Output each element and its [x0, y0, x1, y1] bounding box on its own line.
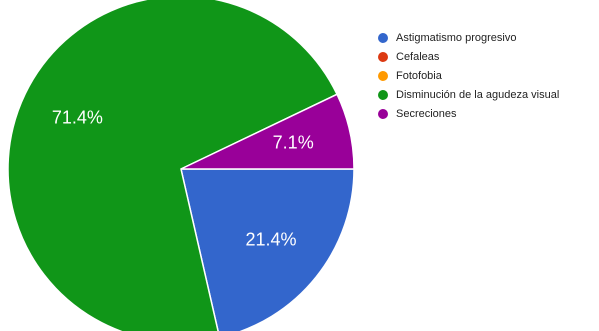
legend-marker	[378, 109, 388, 119]
legend-label: Cefaleas	[396, 51, 440, 63]
slice-label: 21.4%	[245, 229, 296, 249]
slice-label: 7.1%	[273, 132, 314, 152]
legend-marker	[378, 90, 388, 100]
legend-label: Astigmatismo progresivo	[396, 32, 516, 44]
legend-marker	[378, 71, 388, 81]
legend-label: Fotofobia	[396, 70, 443, 82]
legend-label: Secreciones	[396, 108, 457, 120]
legend-marker	[378, 52, 388, 62]
legend-label: Disminución de la agudeza visual	[396, 89, 559, 101]
pie-slice	[180, 168, 355, 331]
legend-marker	[378, 33, 388, 43]
pie-slice	[7, 0, 339, 331]
pie-slice	[180, 93, 355, 170]
slice-label: 71.4%	[52, 108, 103, 128]
